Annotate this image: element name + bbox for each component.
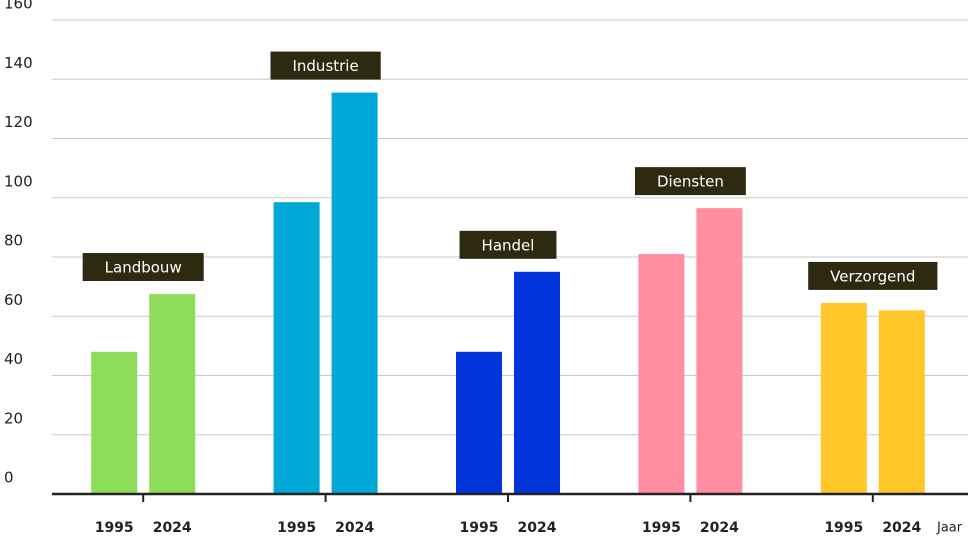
x-tick-label: 2024	[518, 520, 557, 536]
y-tick-label: 80	[4, 232, 23, 250]
y-tick-label: 160	[4, 0, 33, 13]
bar	[149, 294, 196, 494]
x-tick-label: 1995	[642, 520, 681, 536]
bar	[638, 254, 685, 494]
bar	[696, 208, 743, 494]
bar	[820, 302, 867, 494]
x-tick-label: 1995	[277, 520, 316, 536]
x-tick-label: 1995	[824, 520, 863, 536]
y-tick-label: 0	[4, 469, 14, 487]
bar	[331, 92, 378, 495]
x-tick-label: 1995	[95, 520, 134, 536]
category-label: Diensten	[657, 173, 724, 191]
y-tick-label: 120	[4, 113, 33, 131]
bar	[273, 202, 320, 494]
y-tick-label: 20	[4, 409, 23, 427]
y-tick-label: 60	[4, 291, 23, 309]
x-tick-label: 2024	[882, 520, 921, 536]
bar	[878, 310, 925, 494]
category-box	[634, 167, 746, 196]
y-tick-label: 40	[4, 350, 23, 368]
category-box	[808, 261, 938, 290]
x-tick-label: 2024	[335, 520, 374, 536]
category-box	[459, 230, 557, 259]
bar	[514, 271, 560, 494]
category-box	[82, 253, 204, 282]
bar	[456, 351, 502, 494]
y-tick-label: 100	[4, 172, 33, 190]
x-tick-label: 2024	[700, 520, 739, 536]
y-tick-label: 140	[4, 54, 33, 72]
category-box	[270, 51, 381, 80]
x-tick-label: 2024	[153, 520, 192, 536]
category-label: Industrie	[292, 57, 358, 75]
x-axis-label: Jaar	[936, 521, 963, 536]
bar	[91, 351, 138, 494]
category-label: Verzorgend	[830, 267, 915, 285]
x-tick-label: 1995	[460, 520, 499, 536]
category-label: Handel	[482, 236, 535, 254]
category-label: Landbouw	[105, 259, 182, 277]
